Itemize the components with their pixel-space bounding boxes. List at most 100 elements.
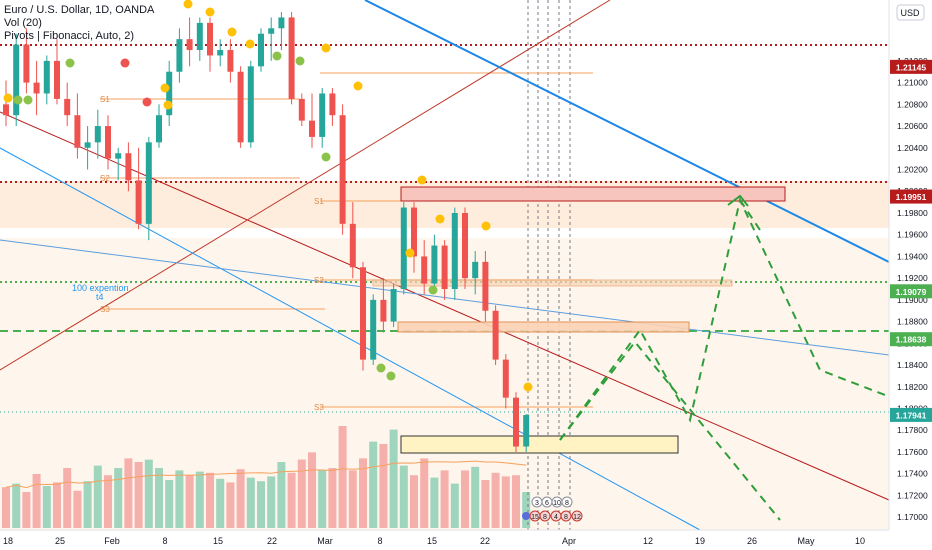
candle-body	[441, 245, 448, 290]
time-tick: Apr	[562, 536, 576, 546]
candle-body	[309, 120, 315, 137]
volume-bar	[410, 475, 418, 528]
volume-bar	[420, 458, 429, 528]
volume-bar	[471, 466, 480, 528]
currency-label: USD	[900, 8, 920, 18]
candle-body	[176, 39, 183, 72]
candle-body	[339, 115, 346, 224]
main-trendline	[364, 0, 890, 263]
price-tick: 1.20200	[897, 165, 928, 175]
volume-bar	[369, 441, 378, 528]
volume-bar	[359, 458, 367, 528]
price-label	[890, 284, 932, 299]
price-tick: 1.20600	[897, 121, 928, 131]
volume-bar	[2, 487, 10, 528]
volume-bar	[124, 458, 133, 528]
price-tick: 1.17400	[897, 469, 928, 479]
candle-body	[502, 359, 509, 398]
price-label-text: 1.19079	[896, 287, 927, 297]
volume-bar	[195, 471, 204, 528]
flag-icon	[571, 510, 583, 522]
candle-body	[3, 104, 9, 116]
resistance-box	[400, 186, 786, 202]
price-label	[890, 407, 932, 422]
volume-bar	[430, 477, 439, 528]
volume-bar	[318, 470, 327, 528]
candle-body	[64, 98, 71, 116]
price-tick: 1.19800	[897, 208, 928, 218]
candle-body	[227, 50, 234, 72]
candle-body	[115, 153, 122, 159]
volume-bar	[53, 482, 61, 528]
candle-body	[390, 289, 397, 322]
candle-body	[166, 71, 173, 116]
symbol-title[interactable]: Euro / U.S. Dollar, 1D, OANDA	[4, 4, 155, 16]
pivots-indicator-label[interactable]: Pivots | Fibonacci, Auto, 2)	[4, 30, 135, 42]
volume-ma-line	[5, 460, 527, 489]
support-box-orange	[397, 321, 690, 333]
time-tick: 19	[695, 536, 705, 546]
event-count: 4	[554, 514, 558, 521]
economic-events[interactable]: 3 6 10 815 8 4 8 12	[522, 496, 583, 522]
candle-body	[105, 126, 111, 159]
volume-bar	[379, 444, 388, 528]
time-tick: 10	[855, 536, 865, 546]
candle-body	[74, 115, 81, 148]
price-axis[interactable]: 1.212001.210001.208001.206001.204001.202…	[888, 0, 932, 530]
candle-body	[319, 93, 326, 137]
candle-body	[237, 71, 244, 143]
svg-text:100 expention: 100 expention	[72, 283, 129, 293]
volume-bar	[297, 459, 306, 528]
pivot-dots	[3, 0, 533, 392]
volume-bar	[287, 472, 296, 528]
candle-body	[278, 17, 285, 29]
volume-bar	[42, 486, 51, 528]
volume-bar	[144, 459, 153, 528]
chart-legend: Euro / U.S. Dollar, 1D, OANDA Vol (20) P…	[4, 4, 154, 43]
candle-body	[523, 415, 530, 447]
annotation: 100 expention t4	[72, 283, 129, 302]
price-tick: 1.21000	[897, 78, 928, 88]
price-tick: 1.18800	[897, 317, 928, 327]
volume-bar	[63, 468, 72, 528]
candle-body	[33, 82, 40, 94]
candle-body	[247, 66, 254, 143]
pivot-label: S3	[100, 305, 110, 314]
event-count: 15	[531, 514, 539, 521]
time-axis[interactable]: 18 25 Feb 8 15 22 Mar 8 15 22 Apr 12 19 26 May 10	[0, 529, 932, 550]
currency-button[interactable]: USD	[896, 4, 925, 21]
volume-bar	[32, 474, 41, 528]
event-count: 12	[573, 514, 581, 521]
price-tick: 1.20400	[897, 143, 928, 153]
candle-body	[268, 28, 275, 34]
candle-body	[196, 22, 203, 51]
price-tick: 1.17000	[897, 512, 928, 522]
time-tick: 25	[55, 536, 65, 546]
volume-bar	[93, 465, 102, 528]
volume-bar	[308, 452, 316, 528]
pivot-label: S1	[100, 95, 110, 104]
price-label-text: 1.18638	[896, 335, 927, 345]
candle-body	[23, 44, 30, 83]
volume-bar	[104, 475, 112, 528]
volume-bar	[491, 472, 500, 528]
time-tick: 8	[162, 536, 167, 546]
volume-bar	[206, 472, 214, 528]
pivot-label: S1	[314, 197, 324, 206]
volume-indicator-label[interactable]: Vol (20)	[4, 17, 42, 29]
price-tick: 1.18200	[897, 382, 928, 392]
volume-bar	[175, 470, 184, 528]
price-label-text: 1.19951	[896, 192, 927, 202]
candle-body	[360, 267, 366, 360]
candle-body	[217, 50, 224, 56]
volume-bar	[73, 490, 82, 528]
volume-bar	[522, 492, 531, 528]
flag-icon	[560, 510, 572, 522]
projection-path-3	[739, 199, 761, 231]
price-tick: 1.19400	[897, 251, 928, 261]
time-tick: May	[797, 536, 815, 546]
time-tick: 18	[3, 536, 13, 546]
volume-bar	[501, 476, 510, 528]
candle-body	[145, 142, 152, 224]
